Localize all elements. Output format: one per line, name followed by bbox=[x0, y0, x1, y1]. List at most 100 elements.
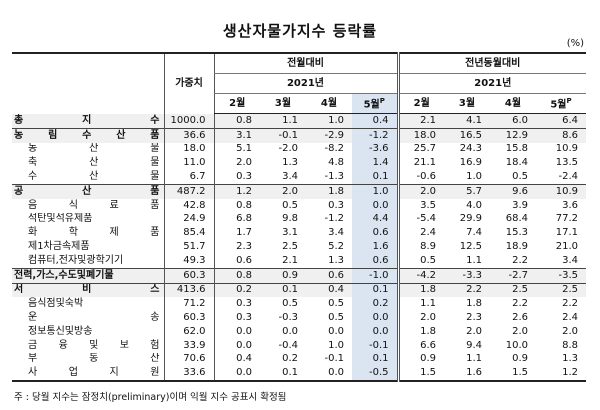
yoy-cell: 2.4 bbox=[562, 312, 579, 324]
mom-cell: 4.8 bbox=[328, 157, 344, 169]
table-row: 축 산 물 11.0 2.0 1.3 4.8 1.4 21.1 16.9 18.4 13.5 bbox=[12, 156, 586, 171]
weight-cell: 413.6 bbox=[163, 282, 214, 298]
header-mom-mar: 3월 bbox=[260, 93, 306, 114]
weight-cell: 70.6 bbox=[163, 352, 214, 367]
mom-cell: 0.6 bbox=[352, 226, 398, 241]
mom-cell: 0.0 bbox=[213, 338, 260, 353]
mom-cell: 4.4 bbox=[352, 212, 398, 227]
mom-cell: 1.4 bbox=[352, 156, 398, 171]
yoy-cell: 18.9 bbox=[505, 241, 528, 253]
mom-cell: 1.1 bbox=[260, 113, 306, 129]
mom-cell: -0.1 bbox=[324, 353, 344, 365]
yoy-cell: 3.4 bbox=[562, 254, 579, 266]
yoy-cell: 9.6 bbox=[490, 183, 536, 199]
mom-cell: 0.0 bbox=[352, 198, 398, 213]
header-mom: 전월대비 bbox=[213, 52, 398, 74]
mom-cell: 0.8 bbox=[213, 267, 260, 284]
yoy-cell: 68.4 bbox=[505, 213, 528, 225]
mom-cell: 3.4 bbox=[328, 227, 344, 239]
yoy-cell: 2.0 bbox=[466, 325, 482, 337]
table-row: 총 지 수 1000.0 0.8 1.1 1.0 0.4 2.1 4.1 6.0 6.4 bbox=[12, 113, 587, 129]
mom-cell: 1.3 bbox=[328, 254, 344, 266]
mom-cell: -8.2 bbox=[324, 143, 344, 155]
header-yoy-feb: 2월 bbox=[396, 93, 444, 114]
row-label: 석탄및석유제품 bbox=[28, 213, 93, 225]
table-row: 부 동 산 70.6 0.4 0.2 -0.1 0.1 0.9 1.1 0.9 1.3 bbox=[12, 352, 586, 367]
yoy-cell: 3.9 bbox=[512, 199, 528, 211]
yoy-cell: 5.7 bbox=[444, 183, 490, 199]
weight-cell: 60.3 bbox=[163, 311, 214, 325]
yoy-cell: 18.4 bbox=[505, 157, 528, 169]
weight-cell: 33.9 bbox=[163, 338, 214, 353]
mom-cell: 0.3 bbox=[213, 170, 260, 185]
table-row: 금 융 및 보 험 33.9 0.0 -0.4 1.0 -0.1 6.6 9.4 10.0 8.8 bbox=[12, 338, 586, 353]
yoy-cell: 4.0 bbox=[466, 199, 482, 211]
mom-cell: 1.0 bbox=[306, 113, 352, 129]
table-row: 석탄및석유제품 24.9 6.8 9.8 -1.2 4.4 -5.4 29.9 68.4 77.2 bbox=[12, 212, 586, 227]
header-yoy-mar: 3월 bbox=[444, 93, 490, 114]
row-label: 공 산 품 bbox=[12, 183, 164, 199]
mom-cell: 0.3 bbox=[213, 297, 260, 312]
weight-cell: 24.9 bbox=[163, 212, 214, 227]
row-label: 서 비 스 bbox=[12, 282, 164, 298]
weight-cell: 85.4 bbox=[163, 226, 214, 241]
header-weight: 가중치 bbox=[163, 52, 214, 114]
header-category-blank bbox=[12, 52, 164, 114]
mom-cell: 1.8 bbox=[306, 183, 352, 199]
mom-cell: 1.3 bbox=[282, 157, 298, 169]
mom-cell: 0.6 bbox=[352, 253, 398, 269]
mom-cell: 0.4 bbox=[213, 352, 260, 367]
header-mom-feb: 2월 bbox=[213, 93, 260, 114]
row-label: 농 산 물 bbox=[28, 143, 160, 155]
mom-cell: 0.2 bbox=[352, 297, 398, 312]
weight-cell: 1000.0 bbox=[163, 113, 214, 129]
mom-cell: 0.5 bbox=[328, 298, 344, 310]
mom-cell: 5.1 bbox=[213, 142, 260, 157]
mom-cell: 0.6 bbox=[213, 253, 260, 269]
yoy-cell: 8.8 bbox=[562, 339, 579, 351]
weight-cell: 11.0 bbox=[163, 156, 214, 171]
row-label: 총 지 수 bbox=[12, 113, 164, 129]
mom-cell: -1.2 bbox=[352, 127, 398, 143]
header-mom-may: 5월P bbox=[352, 93, 398, 114]
mom-cell: 0.3 bbox=[213, 311, 260, 325]
mom-cell: 0.5 bbox=[282, 298, 298, 310]
yoy-cell: 10.9 bbox=[536, 183, 587, 199]
row-label: 컴퓨터,전자및광학기기 bbox=[28, 254, 124, 266]
table-row: 공 산 품 487.2 1.2 2.0 1.8 1.0 2.0 5.7 9.6 10.9 bbox=[12, 183, 587, 199]
yoy-cell: 1.5 bbox=[490, 366, 536, 383]
row-label: 제1차금속제품 bbox=[28, 241, 90, 253]
mom-cell: 0.5 bbox=[328, 312, 344, 324]
mom-cell: 0.4 bbox=[306, 282, 352, 298]
row-label: 정보통신및방송 bbox=[28, 325, 93, 337]
mom-cell: 3.1 bbox=[282, 227, 298, 239]
yoy-cell: 2.0 bbox=[396, 183, 444, 199]
weight-cell: 51.7 bbox=[163, 240, 214, 254]
table-row: 정보통신및방송 62.0 0.0 0.0 0.0 0.0 1.8 2.0 2.0 2.0 bbox=[12, 324, 586, 339]
mom-cell: 1.7 bbox=[213, 226, 260, 241]
yoy-cell: 21.0 bbox=[555, 241, 579, 253]
mom-cell: -1.2 bbox=[324, 213, 344, 225]
mom-cell: 0.0 bbox=[213, 324, 260, 339]
mom-cell: 0.0 bbox=[352, 311, 398, 325]
yoy-cell: 2.2 bbox=[562, 298, 579, 310]
yoy-cell: 2.0 bbox=[396, 311, 444, 325]
mom-cell: 9.8 bbox=[282, 213, 298, 225]
row-label: 금 융 및 보 험 bbox=[28, 339, 160, 351]
yoy-cell: 29.9 bbox=[459, 213, 482, 225]
yoy-cell: 25.7 bbox=[396, 142, 444, 157]
yoy-cell: 8.9 bbox=[396, 240, 444, 254]
yoy-cell: -5.4 bbox=[396, 212, 444, 227]
row-label: 부 동 산 bbox=[28, 353, 160, 365]
weight-cell: 18.0 bbox=[163, 142, 214, 157]
weight-cell: 487.2 bbox=[163, 183, 214, 199]
table-row: 화 학 제 품 85.4 1.7 3.1 3.4 0.6 2.4 7.4 15.3 17.1 bbox=[12, 226, 586, 241]
mom-cell: 0.2 bbox=[213, 282, 260, 298]
yoy-cell: 15.3 bbox=[505, 227, 528, 239]
table-row: 제1차금속제품 51.7 2.3 2.5 5.2 1.6 8.9 12.5 18.9 21.0 bbox=[12, 240, 586, 254]
mom-cell: 0.3 bbox=[328, 199, 344, 211]
row-label: 운 송 bbox=[28, 312, 160, 324]
yoy-cell: 2.2 bbox=[512, 298, 528, 310]
table-row: 음 식 료 품 42.8 0.8 0.5 0.3 0.0 3.5 4.0 3.9 3.6 bbox=[12, 198, 586, 213]
mom-cell: 2.5 bbox=[282, 241, 298, 253]
